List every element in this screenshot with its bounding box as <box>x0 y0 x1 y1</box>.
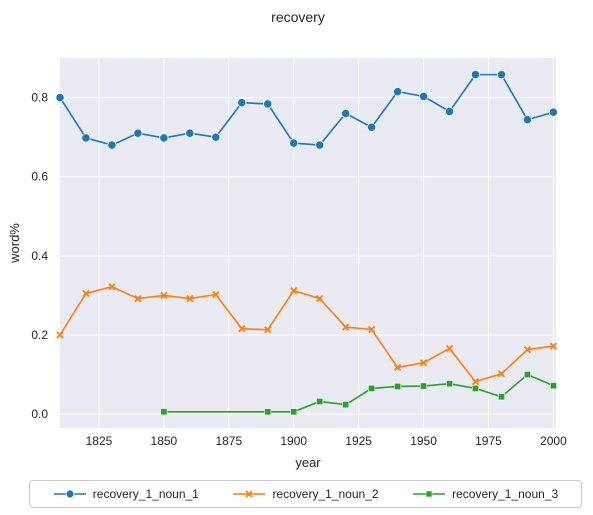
data-point <box>56 331 64 339</box>
x-axis-label: year <box>295 455 321 470</box>
y-axis-label: word% <box>7 223 22 264</box>
data-point <box>82 289 90 298</box>
data-point <box>367 122 377 132</box>
data-point <box>211 132 221 142</box>
plot-area <box>60 58 556 428</box>
data-point <box>315 140 325 150</box>
data-point <box>316 397 324 405</box>
legend-item-series-2[interactable]: recovery_1_noun_2 <box>232 487 379 501</box>
data-point <box>419 359 428 367</box>
legend-label-series-1: recovery_1_noun_1 <box>92 487 199 501</box>
data-point <box>497 393 505 401</box>
series-3 <box>160 371 557 416</box>
data-point <box>81 133 91 143</box>
x-tick-label: 1900 <box>280 434 307 448</box>
data-point <box>264 408 272 416</box>
data-point <box>289 138 299 148</box>
legend: recovery_1_noun_1 recovery_1_noun_2 reco… <box>29 480 582 508</box>
legend-circle <box>65 489 75 499</box>
legend-marker-x <box>233 490 266 498</box>
legend-item-series-3[interactable]: recovery_1_noun_3 <box>412 487 558 501</box>
data-point <box>548 107 559 117</box>
x-tick-label: 1950 <box>410 434 437 448</box>
x-tick-label: 1975 <box>475 434 502 448</box>
y-tick-label: 0.8 <box>31 91 48 105</box>
data-point <box>420 382 428 390</box>
data-point <box>549 342 558 350</box>
data-point <box>133 128 143 138</box>
data-point <box>549 382 557 390</box>
data-point <box>316 294 324 303</box>
x-tick-label: 1825 <box>86 434 113 448</box>
x-tick-label: 1850 <box>151 434 178 448</box>
series-1 <box>55 70 559 150</box>
axis-ticks: 1825 1850 1875 1900 1925 1950 1975 2000 0.0 0.2 0.… <box>31 91 567 448</box>
data-point <box>264 326 272 334</box>
legend-label-series-3: recovery_1_noun_3 <box>452 487 559 501</box>
legend-label-series-2: recovery_1_noun_2 <box>272 487 379 501</box>
data-point <box>393 363 402 372</box>
legend-square <box>425 490 433 498</box>
data-point <box>522 115 533 125</box>
data-point <box>186 294 194 303</box>
data-point <box>471 378 480 386</box>
data-point <box>523 346 532 354</box>
data-point <box>290 287 298 295</box>
data-point <box>212 291 220 299</box>
data-point <box>263 99 273 109</box>
x-tick-label: 1925 <box>345 434 372 448</box>
data-point <box>368 384 376 392</box>
data-point <box>55 92 65 103</box>
legend-marker-square <box>413 490 446 498</box>
series-layer <box>55 70 559 416</box>
y-tick-label: 0.4 <box>31 249 48 263</box>
chart-title: recovery <box>271 9 325 25</box>
series-line <box>59 285 554 383</box>
legend-marker-circle <box>53 489 86 499</box>
data-point <box>237 98 247 108</box>
data-point <box>367 325 376 334</box>
data-point <box>523 371 531 379</box>
data-point <box>497 370 506 378</box>
x-tick-label: 1875 <box>215 434 242 448</box>
series-2 <box>56 283 558 386</box>
data-point <box>471 384 479 392</box>
data-point <box>238 325 246 333</box>
data-point <box>418 91 429 101</box>
data-point <box>107 140 117 150</box>
data-point <box>341 108 351 119</box>
data-point <box>342 401 350 409</box>
y-tick-label: 0.2 <box>31 328 48 342</box>
data-point <box>445 344 454 353</box>
data-point <box>394 382 402 390</box>
data-point <box>392 87 403 97</box>
data-point <box>342 323 350 331</box>
legend-cross <box>245 490 254 498</box>
data-point <box>160 291 168 300</box>
data-point <box>496 70 507 80</box>
data-point <box>185 128 195 138</box>
data-point <box>160 408 168 416</box>
data-point <box>290 408 298 416</box>
data-point <box>159 133 169 143</box>
legend-item-series-1[interactable]: recovery_1_noun_1 <box>53 487 199 501</box>
data-point <box>444 106 455 117</box>
data-point <box>446 380 454 388</box>
data-point <box>470 70 481 80</box>
data-point <box>134 294 142 303</box>
y-tick-label: 0.6 <box>31 170 48 184</box>
y-tick-label: 0.0 <box>31 407 48 421</box>
data-point <box>108 283 116 291</box>
x-tick-label: 2000 <box>540 434 567 448</box>
